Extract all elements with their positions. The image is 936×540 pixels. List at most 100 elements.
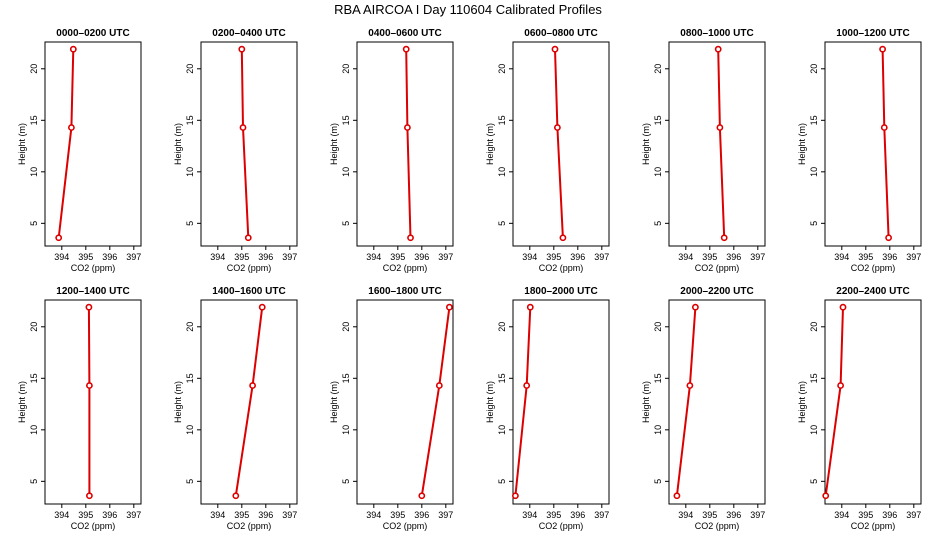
chart-panel-6: 1000–1200 UTC 394 395 396 397 CO2 (ppm) 5 10 15 2… bbox=[797, 28, 922, 273]
y-axis-label: Height (m) bbox=[329, 381, 339, 423]
profile-line bbox=[405, 49, 412, 238]
plot-frame bbox=[44, 41, 142, 247]
x-tick-label: 396 bbox=[882, 252, 897, 262]
y-tick-label: 15 bbox=[29, 373, 39, 383]
y-tick-label: 5 bbox=[185, 221, 195, 226]
panel-title: 1800–2000 UTC bbox=[524, 286, 597, 297]
x-tick-label: 397 bbox=[906, 252, 921, 262]
x-tick-label: 397 bbox=[282, 252, 297, 262]
y-axis-label: Height (m) bbox=[485, 381, 495, 423]
y-tick-label: 10 bbox=[653, 167, 663, 177]
y-axis-label: Height (m) bbox=[173, 381, 183, 423]
y-tick-label: 10 bbox=[341, 167, 351, 177]
y-tick-label: 10 bbox=[497, 167, 507, 177]
chart-panel-3: 0400–0600 UTC 394 395 396 397 CO2 (ppm) 5 10 15 2… bbox=[329, 28, 454, 273]
plot-frame bbox=[200, 41, 298, 247]
chart-panel-4: 0600–0800 UTC 394 395 396 397 CO2 (ppm) 5 10 15 2… bbox=[485, 28, 610, 273]
y-tick-label: 15 bbox=[185, 115, 195, 125]
y-tick-label: 15 bbox=[497, 373, 507, 383]
y-tick-label: 20 bbox=[653, 322, 663, 332]
panel-title: 0600–0800 UTC bbox=[524, 28, 597, 39]
x-axis-label: CO2 (ppm) bbox=[695, 521, 740, 531]
y-tick-label: 15 bbox=[653, 373, 663, 383]
x-tick-label: 395 bbox=[858, 252, 873, 262]
x-tick-label: 396 bbox=[882, 510, 897, 520]
chart-panel-11: 2000–2200 UTC 394 395 396 397 CO2 (ppm) 5 10 15 2… bbox=[641, 286, 766, 531]
x-tick-label: 397 bbox=[906, 510, 921, 520]
x-axis-label: CO2 (ppm) bbox=[71, 521, 116, 531]
x-tick-label: 397 bbox=[750, 252, 765, 262]
profile-line bbox=[514, 307, 532, 496]
profile-point bbox=[686, 382, 694, 389]
y-tick-label: 10 bbox=[29, 167, 39, 177]
x-axis-label: CO2 (ppm) bbox=[71, 263, 116, 273]
plot-frame bbox=[512, 299, 610, 505]
profile-point bbox=[407, 234, 414, 242]
profile-point bbox=[551, 45, 559, 53]
plot-frame bbox=[200, 299, 298, 505]
x-tick-label: 397 bbox=[126, 252, 141, 262]
y-tick-label: 10 bbox=[29, 425, 39, 435]
y-tick-label: 10 bbox=[497, 425, 507, 435]
x-tick-label: 397 bbox=[438, 510, 453, 520]
plot-frame bbox=[668, 299, 766, 505]
x-tick-label: 396 bbox=[570, 252, 585, 262]
y-tick-label: 5 bbox=[341, 479, 351, 484]
y-tick-label: 20 bbox=[29, 64, 39, 74]
x-axis-label: CO2 (ppm) bbox=[851, 521, 896, 531]
x-tick-label: 394 bbox=[522, 510, 537, 520]
plot-frame bbox=[44, 299, 142, 505]
x-tick-label: 394 bbox=[522, 252, 537, 262]
x-tick-label: 394 bbox=[834, 252, 849, 262]
chart-panel-10: 1800–2000 UTC 394 395 396 397 CO2 (ppm) 5 10 15 2… bbox=[485, 286, 610, 531]
x-tick-label: 394 bbox=[210, 510, 225, 520]
x-axis-label: CO2 (ppm) bbox=[227, 263, 272, 273]
y-tick-label: 5 bbox=[497, 221, 507, 226]
y-tick-label: 20 bbox=[653, 64, 663, 74]
plot-frame bbox=[512, 41, 610, 247]
x-axis-label: CO2 (ppm) bbox=[851, 263, 896, 273]
y-tick-label: 5 bbox=[185, 479, 195, 484]
x-tick-label: 396 bbox=[258, 510, 273, 520]
profile-point bbox=[68, 124, 75, 131]
plot-frame bbox=[356, 299, 454, 505]
profile-point bbox=[673, 492, 681, 500]
x-tick-label: 395 bbox=[702, 252, 717, 262]
x-tick-label: 395 bbox=[78, 252, 93, 262]
y-tick-label: 20 bbox=[497, 322, 507, 332]
y-tick-label: 10 bbox=[185, 425, 195, 435]
y-tick-label: 15 bbox=[809, 373, 819, 383]
panel-title: 0000–0200 UTC bbox=[56, 28, 129, 39]
x-tick-label: 394 bbox=[54, 510, 69, 520]
x-axis-label: CO2 (ppm) bbox=[695, 263, 740, 273]
y-tick-label: 20 bbox=[29, 322, 39, 332]
y-tick-label: 5 bbox=[809, 479, 819, 484]
x-tick-label: 394 bbox=[366, 252, 381, 262]
profile-line bbox=[717, 49, 726, 238]
profile-point bbox=[837, 382, 844, 389]
y-tick-label: 15 bbox=[653, 115, 663, 125]
y-tick-label: 20 bbox=[341, 64, 351, 74]
profile-point bbox=[55, 234, 63, 242]
y-axis-label: Height (m) bbox=[329, 123, 339, 165]
profile-point bbox=[85, 303, 93, 311]
profile-point bbox=[559, 234, 567, 242]
x-tick-label: 397 bbox=[282, 510, 297, 520]
chart-panel-12: 2200–2400 UTC 394 395 396 397 CO2 (ppm) 5 10 15 2… bbox=[797, 286, 922, 531]
profile-point bbox=[239, 124, 247, 131]
x-tick-label: 395 bbox=[546, 510, 561, 520]
figure-title: RBA AIRCOA I Day 110604 Calibrated Profi… bbox=[334, 2, 602, 17]
y-tick-label: 5 bbox=[653, 221, 663, 226]
profile-point bbox=[402, 45, 410, 53]
x-tick-label: 396 bbox=[102, 510, 117, 520]
y-axis-label: Height (m) bbox=[485, 123, 495, 165]
y-tick-label: 15 bbox=[341, 373, 351, 383]
chart-panel-2: 0200–0400 UTC 394 395 396 397 CO2 (ppm) 5 10 15 2… bbox=[173, 28, 298, 273]
y-axis-label: Height (m) bbox=[797, 381, 807, 423]
profile-point bbox=[445, 303, 453, 311]
y-tick-label: 15 bbox=[497, 115, 507, 125]
profile-point bbox=[86, 492, 93, 500]
profile-point bbox=[880, 124, 888, 131]
x-axis-label: CO2 (ppm) bbox=[539, 521, 584, 531]
